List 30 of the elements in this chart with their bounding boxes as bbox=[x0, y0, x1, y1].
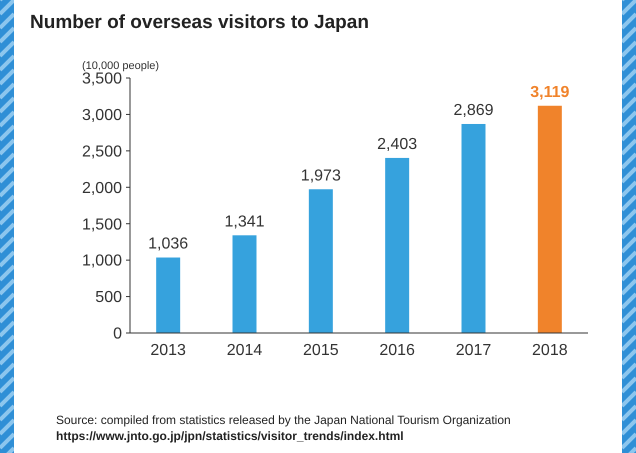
data-label: 1,036 bbox=[148, 236, 188, 253]
text: https://www.jnto.go.jp/jpn/statistics/visitor_trends/index.html bbox=[56, 429, 404, 443]
y-tick-label: 500 bbox=[95, 289, 122, 306]
x-tick-label: 2016 bbox=[379, 342, 416, 359]
data-label: 2,869 bbox=[453, 102, 494, 119]
bar bbox=[308, 189, 333, 333]
data-label: 1,973 bbox=[300, 167, 341, 184]
source-note: Source: compiled from statistics released by the Japan National Tourism Organization bbox=[56, 413, 511, 427]
x-tick-label: 2017 bbox=[456, 342, 492, 359]
x-tick-label: 2014 bbox=[226, 342, 262, 359]
x-tick-label: 2013 bbox=[150, 342, 186, 359]
y-tick-label: 0 bbox=[113, 326, 122, 343]
y-tick-label: 1,500 bbox=[82, 216, 122, 234]
bar bbox=[385, 158, 410, 333]
bar bbox=[232, 235, 256, 333]
bar bbox=[156, 258, 180, 333]
y-tick-label: 1,000 bbox=[82, 252, 122, 270]
data-label: 3,119 bbox=[530, 84, 570, 101]
bar bbox=[462, 124, 486, 333]
x-tick-label: 2015 bbox=[303, 342, 339, 359]
data-label: 2,403 bbox=[377, 136, 418, 153]
y-tick-label: 3,500 bbox=[82, 70, 122, 88]
chart-title: Number of overseas visitors to Japan bbox=[30, 12, 369, 33]
bar bbox=[538, 106, 562, 333]
data-label: 1,341 bbox=[224, 213, 265, 230]
y-tick-label: 2,500 bbox=[82, 143, 122, 160]
y-tick-label: 2,000 bbox=[82, 180, 122, 197]
y-axis-title: (10,000 people) bbox=[82, 60, 160, 72]
y-tick-label: 3,000 bbox=[82, 107, 122, 124]
x-tick-label: 2018 bbox=[532, 342, 568, 359]
